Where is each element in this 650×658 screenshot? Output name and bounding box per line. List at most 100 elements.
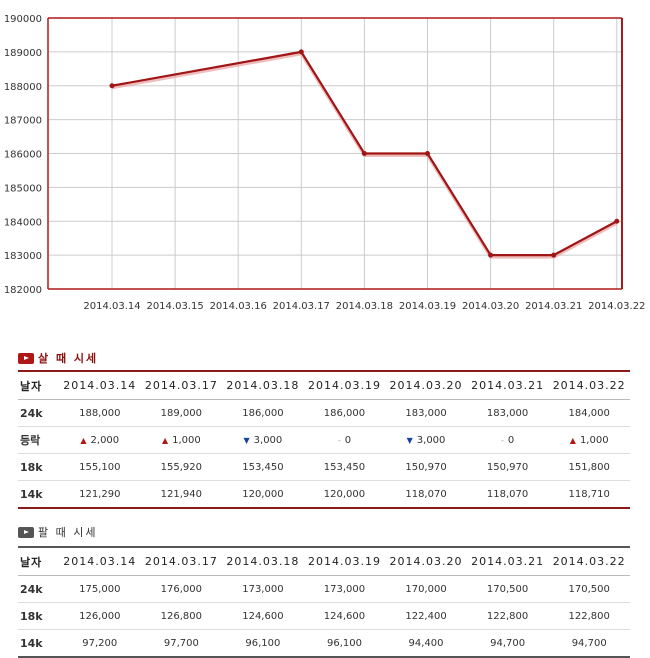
table-row: 14k 97,200 97,700 96,100 96,100 94,400 94,700 9… — [18, 630, 630, 658]
down-arrow-icon: ▼ — [406, 435, 413, 445]
table-cell: 151,800 — [548, 453, 630, 481]
x-tick-label: 2014.03.21 — [525, 301, 582, 312]
data-point — [361, 151, 367, 156]
y-tick-label: 186000 — [4, 150, 42, 161]
data-point — [425, 151, 430, 156]
header-cell: 2014.03.18 — [222, 547, 304, 576]
y-tick-label: 183000 — [4, 251, 42, 262]
y-tick-label: 190000 — [4, 14, 42, 25]
header-cell: 2014.03.18 — [222, 371, 304, 400]
y-tick-label: 189000 — [4, 48, 42, 59]
change-value: 1,000 — [579, 434, 609, 446]
header-cell: 2014.03.21 — [466, 547, 549, 576]
table-cell: 124,600 — [222, 602, 304, 630]
table-cell: 94,700 — [571, 637, 607, 649]
table-header-row: 날자 2014.03.14 2014.03.17 2014.03.18 2014.03.… — [18, 371, 630, 400]
y-tick-label: 187000 — [4, 116, 42, 127]
sell-title-text: 팔 때 시세 — [38, 526, 98, 539]
table-cell: 184,000 — [548, 399, 630, 427]
table-cell: 121,290 — [79, 488, 121, 500]
table-header-row: 날자 2014.03.14 2014.03.17 2014.03.18 2014.03.… — [18, 547, 630, 576]
x-tick-label: 2014.03.14 — [83, 301, 140, 312]
table-cell: 97,700 — [163, 637, 199, 649]
table-row: 18k 126,000 126,800 124,600 124,600 122,400 12… — [18, 602, 630, 630]
table-cell: 170,500 — [466, 575, 549, 603]
table-cell: 175,000 — [59, 575, 141, 603]
table-cell: -0 — [466, 426, 549, 454]
header-cell: 2014.03.21 — [466, 371, 549, 400]
x-tick-label: 2014.03.22 — [588, 301, 645, 312]
table-cell: 118,070 — [405, 488, 447, 500]
table-cell: 120,000 — [323, 488, 366, 500]
table-cell: 94,400 — [408, 637, 444, 649]
change-value: 3,000 — [416, 434, 446, 446]
table-row: 18k 155,100 155,920 153,450 153,450 150,970 15… — [18, 453, 630, 481]
table-cell: 150,970 — [466, 453, 549, 481]
table-cell: 97,200 — [82, 637, 118, 649]
change-value: 0 — [507, 434, 515, 446]
table-cell: 94,700 — [490, 637, 526, 649]
table-cell: 183,000 — [385, 399, 467, 427]
table-cell: 122,800 — [548, 602, 630, 630]
table-cell: 96,100 — [245, 637, 281, 649]
table-cell: ▼ 3,000 — [385, 426, 467, 454]
table-cell: ▼ 3,000 — [222, 426, 304, 454]
sell-price-table: 날자 2014.03.14 2014.03.17 2014.03.18 2014.03.… — [18, 546, 630, 658]
price-line-chart: 190000 189000 188000 187000 186000 185000 1840… — [4, 14, 646, 312]
table-cell: 150,970 — [385, 453, 467, 481]
x-tick-label: 2014.03.15 — [146, 301, 203, 312]
x-tick-label: 2014.03.16 — [210, 301, 267, 312]
table-cell: 170,000 — [385, 575, 467, 603]
header-cell: 날자 — [18, 371, 59, 400]
data-point — [551, 252, 557, 258]
buy-price-table: 날자 2014.03.14 2014.03.17 2014.03.18 2014.03.… — [18, 370, 630, 509]
up-arrow-icon: ▲ — [569, 435, 576, 445]
table-row: 24k 188,000 189,000 186,000 186,000 183,000 18… — [18, 399, 630, 427]
flat-dash-icon: - — [337, 435, 341, 445]
change-value: 3,000 — [253, 434, 283, 446]
row-label: 24k — [18, 399, 59, 427]
data-point — [614, 218, 620, 224]
table-cell: 122,400 — [385, 602, 467, 630]
header-cell: 2014.03.22 — [548, 547, 630, 576]
buy-section-title: 살 때 시세 — [18, 350, 98, 366]
header-cell: 2014.03.20 — [385, 547, 467, 576]
header-cell: 2014.03.14 — [59, 371, 141, 400]
y-tick-label: 185000 — [4, 183, 42, 194]
table-cell: ▲ 1,000 — [548, 426, 630, 454]
header-cell: 2014.03.17 — [140, 547, 223, 576]
table-cell: 120,000 — [242, 488, 284, 500]
table-cell: -0 — [303, 426, 386, 454]
table-cell: ▲ 2,000 — [59, 426, 141, 454]
table-cell: 189,000 — [140, 399, 223, 427]
header-cell: 2014.03.19 — [303, 547, 386, 576]
up-arrow-icon: ▲ — [80, 435, 87, 445]
change-value: 2,000 — [90, 434, 120, 446]
row-label: 등락 — [18, 426, 59, 454]
table-cell: 186,000 — [222, 399, 304, 427]
table-cell: 153,450 — [222, 453, 304, 481]
table-cell: 96,100 — [326, 637, 362, 649]
x-tick-label: 2014.03.18 — [336, 301, 393, 312]
play-icon — [18, 352, 34, 364]
y-tick-label: 182000 — [4, 285, 42, 296]
change-value: 0 — [344, 434, 352, 446]
table-cell: 173,000 — [222, 575, 304, 603]
sell-section-title: 팔 때 시세 — [18, 524, 97, 540]
up-arrow-icon: ▲ — [161, 435, 169, 445]
data-point — [298, 49, 304, 55]
table-cell: 124,600 — [303, 602, 386, 630]
table-cell: 176,000 — [140, 575, 223, 603]
table-cell: 118,710 — [568, 488, 610, 500]
table-cell: 186,000 — [303, 399, 386, 427]
header-cell: 2014.03.22 — [548, 371, 630, 400]
table-cell: 122,800 — [466, 602, 549, 630]
down-arrow-icon: ▼ — [243, 435, 250, 445]
header-cell: 2014.03.14 — [59, 547, 141, 576]
play-icon — [18, 526, 34, 538]
table-cell: 188,000 — [59, 399, 141, 427]
change-value: 1,000 — [172, 434, 201, 446]
header-cell: 2014.03.20 — [385, 371, 467, 400]
x-tick-label: 2014.03.20 — [462, 301, 519, 312]
header-cell: 2014.03.19 — [303, 371, 386, 400]
